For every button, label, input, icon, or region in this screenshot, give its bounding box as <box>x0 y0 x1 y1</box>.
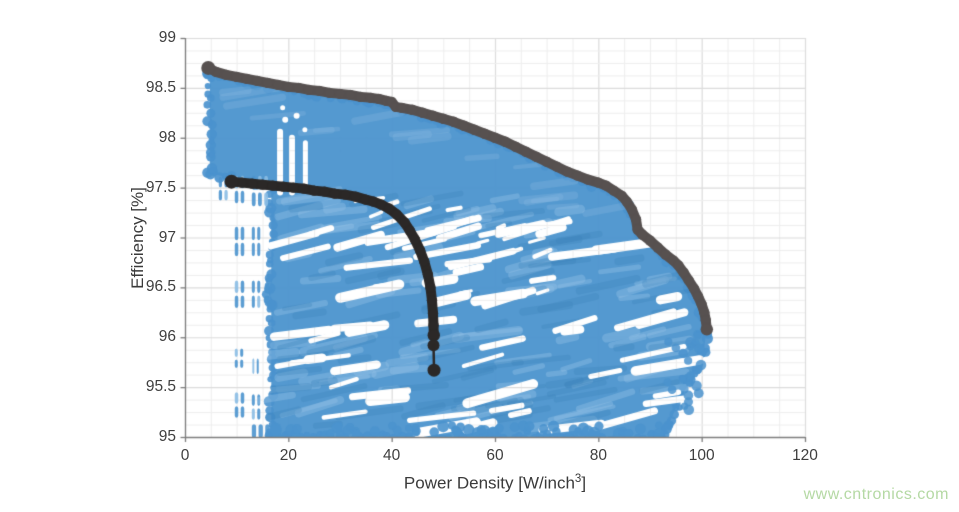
x-tick-label: 120 <box>792 447 818 464</box>
x-axis-label-main: Power Density [W/inch <box>403 473 575 493</box>
x-tick-label: 100 <box>688 447 715 464</box>
y-tick-label: 98.5 <box>145 78 176 96</box>
x-axis-label: Power Density [W/inch3] <box>404 473 586 494</box>
y-tick-label: 97.5 <box>145 178 176 196</box>
y-tick-label: 97 <box>158 228 176 246</box>
watermark: www.cntronics.com <box>803 486 949 503</box>
y-axis-label-text: Efficiency [%] <box>128 187 147 289</box>
y-tick-label: 99 <box>158 29 176 46</box>
x-tick-label: 80 <box>589 447 607 464</box>
x-axis-label-sup: 3 <box>574 473 582 485</box>
y-tick-label: 96 <box>158 328 176 346</box>
x-tick-label: 60 <box>486 447 504 464</box>
x-tick-label: 0 <box>180 447 190 464</box>
y-tick-label: 95.5 <box>145 378 176 396</box>
x-tick-label: 40 <box>383 447 401 464</box>
y-tick-label: 95 <box>158 428 176 445</box>
y-tick-label: 96.5 <box>145 278 176 296</box>
y-tick-label: 98 <box>158 128 176 146</box>
x-tick-label: 20 <box>279 447 297 464</box>
x-axis-label-end: ] <box>581 473 587 493</box>
